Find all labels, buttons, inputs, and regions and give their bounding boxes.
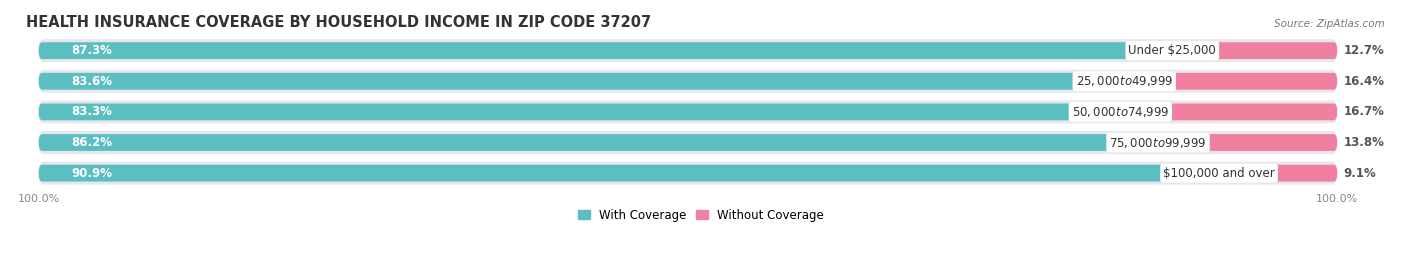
FancyBboxPatch shape [38,42,1173,59]
FancyBboxPatch shape [38,162,1337,185]
Text: Under $25,000: Under $25,000 [1129,44,1216,57]
FancyBboxPatch shape [1121,104,1337,120]
FancyBboxPatch shape [38,104,1121,120]
Legend: With Coverage, Without Coverage: With Coverage, Without Coverage [574,205,828,225]
FancyBboxPatch shape [38,70,1337,93]
FancyBboxPatch shape [38,134,1159,151]
Text: 9.1%: 9.1% [1344,167,1376,180]
FancyBboxPatch shape [1219,165,1337,182]
Text: 16.7%: 16.7% [1344,105,1385,118]
Text: $100,000 and over: $100,000 and over [1163,167,1275,180]
Text: 86.2%: 86.2% [72,136,112,149]
FancyBboxPatch shape [1125,73,1337,90]
FancyBboxPatch shape [38,165,1219,182]
FancyBboxPatch shape [1173,42,1337,59]
Text: $50,000 to $74,999: $50,000 to $74,999 [1071,105,1170,119]
Text: 13.8%: 13.8% [1344,136,1385,149]
FancyBboxPatch shape [38,73,1125,90]
FancyBboxPatch shape [38,100,1337,123]
Text: 90.9%: 90.9% [72,167,112,180]
FancyBboxPatch shape [38,131,1337,154]
Text: $75,000 to $99,999: $75,000 to $99,999 [1109,136,1206,150]
Text: 83.3%: 83.3% [72,105,112,118]
Text: 16.4%: 16.4% [1344,75,1385,88]
Text: 87.3%: 87.3% [72,44,112,57]
Text: $25,000 to $49,999: $25,000 to $49,999 [1076,74,1173,88]
FancyBboxPatch shape [38,39,1337,62]
Text: HEALTH INSURANCE COVERAGE BY HOUSEHOLD INCOME IN ZIP CODE 37207: HEALTH INSURANCE COVERAGE BY HOUSEHOLD I… [25,15,651,30]
Text: Source: ZipAtlas.com: Source: ZipAtlas.com [1274,19,1385,29]
Text: 83.6%: 83.6% [72,75,112,88]
FancyBboxPatch shape [1159,134,1337,151]
Text: 12.7%: 12.7% [1344,44,1385,57]
